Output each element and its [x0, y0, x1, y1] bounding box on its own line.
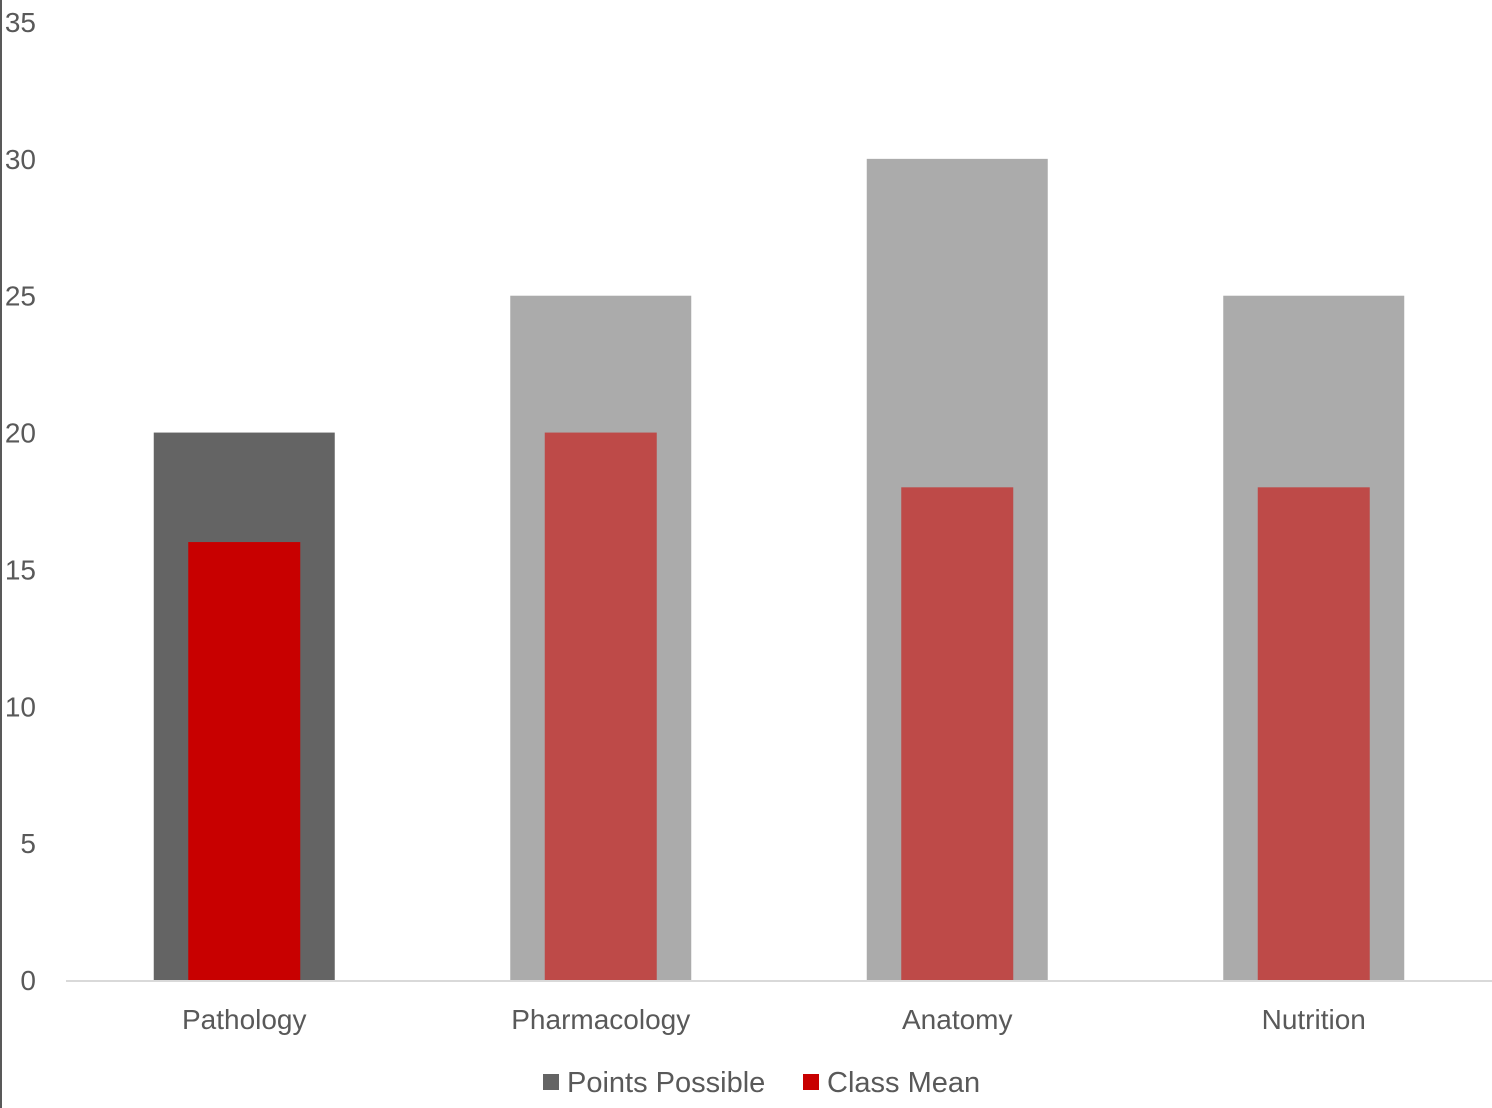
bar-class-mean-pathology — [188, 542, 301, 980]
legend-swatch-1 — [543, 1074, 559, 1090]
x-tick-label-nutrition: Nutrition — [1262, 1004, 1366, 1035]
y-tick-label-0: 0 — [20, 965, 36, 996]
x-tick-label-pathology: Pathology — [182, 1004, 307, 1035]
legend-swatch-2 — [803, 1074, 819, 1090]
y-tick-label-30: 30 — [5, 144, 36, 175]
y-tick-label-25: 25 — [5, 281, 36, 312]
legend-label-1: Points Possible — [567, 1067, 765, 1099]
bar-class-mean-pharmacology — [544, 432, 657, 981]
y-tick-label-5: 5 — [20, 828, 36, 859]
bar-class-mean-nutrition — [1257, 487, 1370, 980]
legend-label-2: Class Mean — [827, 1067, 980, 1099]
y-tick-label-20: 20 — [5, 418, 36, 449]
x-tick-label-anatomy: Anatomy — [902, 1004, 1013, 1035]
y-tick-label-15: 15 — [5, 554, 36, 585]
y-tick-label-10: 10 — [5, 691, 36, 722]
y-tick-label-35: 35 — [5, 7, 36, 38]
bar-class-mean-anatomy — [901, 487, 1014, 980]
x-tick-label-pharmacology: Pharmacology — [511, 1004, 690, 1035]
